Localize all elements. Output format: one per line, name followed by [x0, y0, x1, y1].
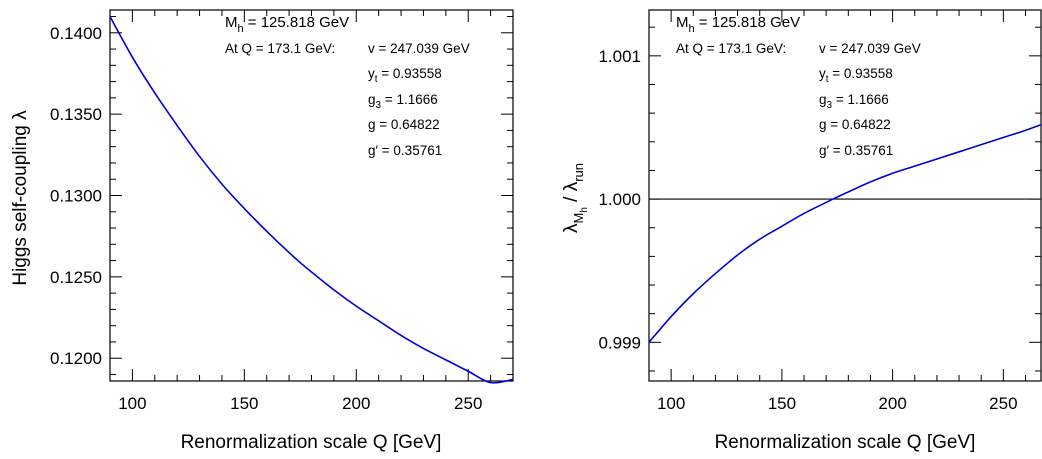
right-yt-value: yt = 0.93558	[819, 66, 893, 85]
right-g3-value: g3 = 1.1666	[819, 92, 889, 111]
left-x-axis-title: Renormalization scale Q [GeV]	[181, 432, 442, 453]
right-ratio-curve	[648, 123, 1042, 343]
right-x-tick-label: 150	[768, 394, 796, 413]
right-y-tick-label: 0.999	[598, 333, 641, 352]
left-y-tick-label: 0.1250	[50, 268, 102, 287]
left-g-value: g = 0.64822	[368, 117, 440, 132]
left-x-tick-label: 250	[454, 394, 482, 413]
right-x-tick-label: 100	[657, 394, 685, 413]
right-y-tick-label: 1.000	[598, 190, 641, 209]
right-gprime-value: g′ = 0.35761	[819, 143, 893, 158]
left-y-ticks: 0.1200 0.1250 0.1300 0.1350 0.1400	[50, 16, 513, 375]
left-chart: 100 150 200 250 0.12000.12500.13000.13500.1…	[10, 9, 514, 453]
right-annotation: Mh = 125.818 GeV At Q = 173.1 GeV: v = 2…	[676, 14, 921, 158]
left-gprime-value: g′ = 0.35761	[368, 143, 442, 158]
right-x-axis-title: Renormalization scale Q [GeV]	[715, 432, 976, 453]
left-x-tick-label: 100	[118, 394, 146, 413]
left-x-tick-label: 200	[342, 394, 370, 413]
left-y-tick-label: 0.1350	[50, 105, 102, 124]
right-plot-frame	[648, 9, 1042, 382]
right-chart: 100 150 200 250 0.999 1.000 1.001 Renormaliza…	[561, 9, 1042, 453]
left-v-value: v = 247.039 GeV	[368, 41, 470, 56]
left-g3-value: g3 = 1.1666	[368, 92, 438, 111]
left-plot-frame	[109, 9, 514, 382]
right-v-value: v = 247.039 GeV	[819, 41, 921, 56]
left-y-tick-label: 0.1400	[50, 24, 102, 43]
right-at-q-label: At Q = 173.1 GeV:	[676, 41, 786, 56]
right-x-ticks: 100 150 200 250	[648, 10, 1026, 413]
left-y-tick-label: 0.1200	[50, 349, 102, 368]
left-at-q-label: At Q = 173.1 GeV:	[225, 41, 335, 56]
right-mh-line: Mh = 125.818 GeV	[676, 14, 800, 35]
right-y-tick-label: 1.001	[598, 47, 641, 66]
left-mh-line: Mh = 125.818 GeV	[225, 14, 349, 35]
left-x-ticks: 100 150 200 250	[109, 10, 514, 413]
left-annotation: Mh = 125.818 GeV At Q = 173.1 GeV: v = 2…	[225, 14, 470, 158]
left-lambda-curve	[109, 16, 514, 384]
right-x-tick-label: 250	[989, 394, 1017, 413]
left-x-tick-label: 150	[230, 394, 258, 413]
right-y-axis-title: λMh / λrun	[561, 163, 590, 233]
left-y-axis-title: Higgs self-coupling λ	[10, 110, 31, 286]
left-yt-value: yt = 0.93558	[368, 66, 442, 85]
left-y-tick-label: 0.1300	[50, 187, 102, 206]
right-g-value: g = 0.64822	[819, 117, 891, 132]
right-x-tick-label: 200	[878, 394, 906, 413]
